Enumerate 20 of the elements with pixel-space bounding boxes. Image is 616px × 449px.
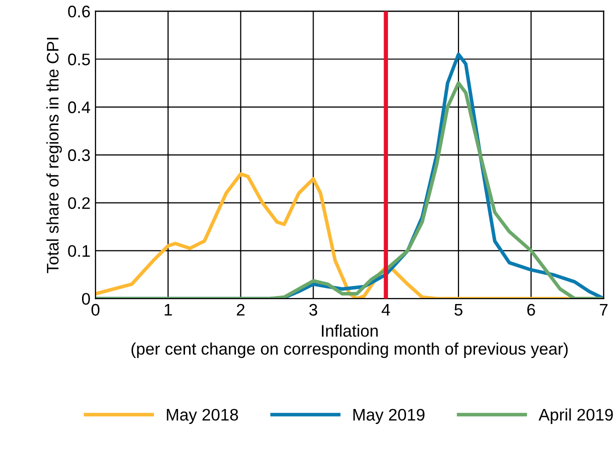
x-axis-title: Inflation (per cent change on corresponding month of previous year): [132, 324, 568, 358]
legend-label: April 2019: [538, 408, 613, 424]
x-tick-label: 2: [236, 304, 244, 316]
x-tick-label: 3: [309, 304, 318, 316]
y-tick-label: 0.1: [68, 245, 90, 257]
y-axis-title: Total share of regions in the CPI: [46, 38, 62, 274]
y-tick-label: 0.6: [68, 6, 90, 18]
x-tick-label: 1: [164, 304, 172, 316]
y-tick-label: 0.3: [68, 149, 90, 162]
y-tick-label: 0.5: [68, 54, 90, 66]
x-tick-label: 6: [527, 304, 535, 316]
legend-label: May 2019: [353, 408, 424, 424]
x-tick-label: 7: [600, 304, 608, 316]
y-tick-label: 0.4: [68, 101, 90, 114]
x-tick-label: 4: [382, 304, 390, 316]
y-tick-label: 0.2: [68, 197, 90, 209]
legend-label: May 2018: [166, 408, 238, 424]
y-tick-label: 0: [82, 292, 90, 305]
x-tick-label: 0: [91, 304, 100, 316]
x-tick-label: 5: [454, 304, 462, 316]
